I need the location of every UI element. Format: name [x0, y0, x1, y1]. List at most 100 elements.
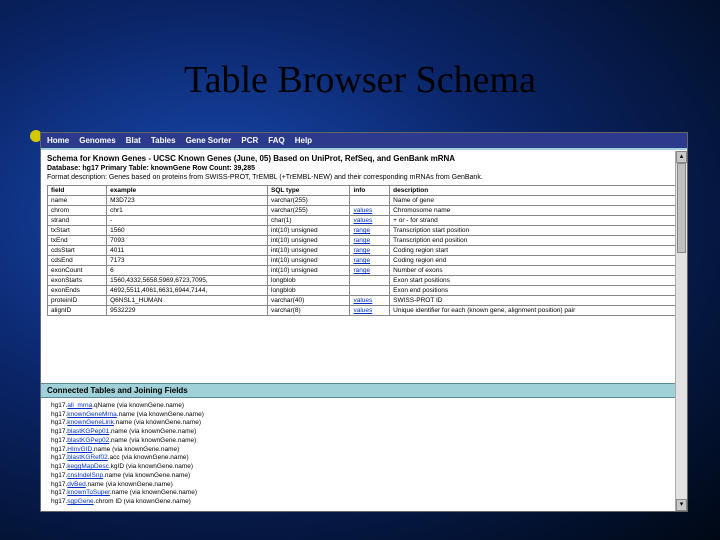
- cell: cdsStart: [48, 246, 107, 256]
- cell: int(10) unsigned: [268, 256, 350, 266]
- cell: exonStarts: [48, 276, 107, 286]
- connected-table-link[interactable]: knownToSuper: [67, 489, 110, 496]
- connected-table-link[interactable]: knownGeneMrna: [67, 411, 117, 418]
- cell: longblob: [268, 276, 350, 286]
- scroll-down-arrow[interactable]: ▾: [676, 499, 687, 511]
- scroll-thumb[interactable]: [677, 163, 686, 253]
- cell: int(10) unsigned: [268, 236, 350, 246]
- col-example: example: [107, 186, 268, 196]
- info-link[interactable]: values: [353, 297, 372, 304]
- info-link[interactable]: values: [353, 307, 372, 314]
- info-link[interactable]: range: [353, 237, 370, 244]
- cell: 7173: [107, 256, 268, 266]
- cell: Exon start positions: [390, 276, 681, 286]
- schema-title: Schema for Known Genes - UCSC Known Gene…: [47, 154, 681, 163]
- cell: M3D723: [107, 196, 268, 206]
- page-content: Schema for Known Genes - UCSC Known Gene…: [41, 150, 687, 377]
- connected-item: hg17.knownGeneMrna.name (via knownGene.n…: [51, 411, 677, 420]
- connected-table-link[interactable]: blastKGRef02: [67, 454, 107, 461]
- connected-item: hg17.blastKGPep01.name (via knownGene.na…: [51, 428, 677, 437]
- cell: longblob: [268, 286, 350, 296]
- info-link[interactable]: range: [353, 227, 370, 234]
- connected-table-link[interactable]: HInvGID: [67, 446, 92, 453]
- info-link[interactable]: range: [353, 267, 370, 274]
- cell: range: [350, 226, 390, 236]
- table-row: nameM3D723varchar(255)Name of gene: [48, 196, 681, 206]
- connected-item: hg17.blastKGPep02.name (via knownGene.na…: [51, 437, 677, 446]
- connected-item: hg17.blastKGRef02.acc (via knownGene.nam…: [51, 454, 677, 463]
- cell: exonCount: [48, 266, 107, 276]
- table-row: cdsStart4011int(10) unsignedrangeCoding …: [48, 246, 681, 256]
- table-row: strand-char(1)values+ or - for strand: [48, 216, 681, 226]
- cell: varchar(8): [268, 306, 350, 316]
- scroll-up-arrow[interactable]: ▴: [676, 151, 687, 163]
- connected-table-link[interactable]: blastKGPep01: [67, 428, 109, 435]
- cell: char(1): [268, 216, 350, 226]
- nav-tables[interactable]: Tables: [151, 136, 176, 145]
- connected-item: hg17.knownToSuper.name (via knownGene.na…: [51, 489, 677, 498]
- connected-item: hg17.sgpGene.chrom ID (via knownGene.nam…: [51, 498, 677, 507]
- cell: range: [350, 266, 390, 276]
- nav-faq[interactable]: FAQ: [268, 136, 284, 145]
- schema-table: fieldexampleSQL typeinfodescription name…: [47, 185, 681, 316]
- cell: SWISS-PROT ID: [390, 296, 681, 306]
- nav-genomes[interactable]: Genomes: [79, 136, 115, 145]
- connected-table-link[interactable]: blastKGPep02: [67, 437, 109, 444]
- col-info: info: [350, 186, 390, 196]
- cell: 6: [107, 266, 268, 276]
- info-link[interactable]: range: [353, 257, 370, 264]
- cell: [350, 196, 390, 206]
- cell: varchar(40): [268, 296, 350, 306]
- cell: cdsEnd: [48, 256, 107, 266]
- nav-home[interactable]: Home: [47, 136, 69, 145]
- cell: Chromosome name: [390, 206, 681, 216]
- col-field: field: [48, 186, 107, 196]
- cell: [350, 276, 390, 286]
- table-row: exonEnds4692,5511,4061,6631,6944,7144,lo…: [48, 286, 681, 296]
- connected-item: hg17.dvBed.name (via knownGene.name): [51, 481, 677, 490]
- format-description: Format description: Genes based on prote…: [47, 174, 681, 181]
- connected-table-link[interactable]: cnsIndelSnp: [67, 472, 103, 479]
- nav-blat[interactable]: Blat: [126, 136, 141, 145]
- vertical-scrollbar[interactable]: ▴ ▾: [675, 151, 687, 511]
- cell: 1560,4332,5658,5969,6723,7095,: [107, 276, 268, 286]
- connected-table-link[interactable]: dvBed: [67, 481, 85, 488]
- connected-table-link[interactable]: sgpGene: [67, 498, 93, 505]
- cell: chrom: [48, 206, 107, 216]
- nav-pcr[interactable]: PCR: [241, 136, 258, 145]
- table-row: exonStarts1560,4332,5658,5969,6723,7095,…: [48, 276, 681, 286]
- connected-table-link[interactable]: all_mrna: [67, 402, 92, 409]
- nav-help[interactable]: Help: [295, 136, 312, 145]
- cell: values: [350, 306, 390, 316]
- cell: values: [350, 296, 390, 306]
- cell: 1560: [107, 226, 268, 236]
- col-SQL-type: SQL type: [268, 186, 350, 196]
- cell: range: [350, 256, 390, 266]
- info-link[interactable]: values: [353, 217, 372, 224]
- connected-table-link[interactable]: knownGeneLink: [67, 419, 114, 426]
- col-description: description: [390, 186, 681, 196]
- nav-gene-sorter[interactable]: Gene Sorter: [186, 136, 232, 145]
- cell: txEnd: [48, 236, 107, 246]
- cell: chr1: [107, 206, 268, 216]
- cell: exonEnds: [48, 286, 107, 296]
- info-link[interactable]: values: [353, 207, 372, 214]
- cell: varchar(255): [268, 206, 350, 216]
- connected-table-link[interactable]: keggMapDesc: [67, 463, 109, 470]
- cell: Exon end positions: [390, 286, 681, 296]
- cell: Name of gene: [390, 196, 681, 206]
- top-nav: Home Genomes Blat Tables Gene Sorter PCR FAQ He…: [41, 133, 687, 148]
- cell: int(10) unsigned: [268, 226, 350, 236]
- slide-title: Table Browser Schema: [184, 58, 536, 102]
- connected-list: hg17.all_mrna.qName (via knownGene.name)…: [41, 398, 687, 511]
- cell: + or - for strand: [390, 216, 681, 226]
- browser-window: Home Genomes Blat Tables Gene Sorter PCR FAQ He…: [40, 132, 688, 512]
- cell: strand: [48, 216, 107, 226]
- cell: values: [350, 216, 390, 226]
- info-link[interactable]: range: [353, 247, 370, 254]
- table-row: proteinIDQ6NSL1_HUMANvarchar(40)valuesSW…: [48, 296, 681, 306]
- connected-item: hg17.keggMapDesc.kgID (via knownGene.nam…: [51, 463, 677, 472]
- cell: Transcription start position: [390, 226, 681, 236]
- cell: int(10) unsigned: [268, 246, 350, 256]
- cell: alignID: [48, 306, 107, 316]
